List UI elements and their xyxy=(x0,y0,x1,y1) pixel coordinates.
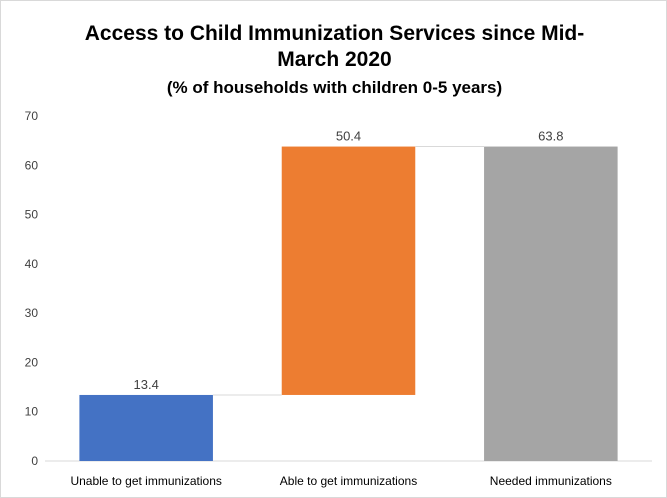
data-label: 63.8 xyxy=(538,129,563,144)
y-tick-label: 70 xyxy=(25,109,39,123)
y-tick-label: 0 xyxy=(31,454,38,468)
bar-3 xyxy=(484,146,618,462)
y-tick-label: 40 xyxy=(25,257,39,271)
y-tick-label: 20 xyxy=(25,355,39,369)
x-category-label: Needed immunizations xyxy=(490,474,612,488)
bar-1 xyxy=(79,394,213,461)
y-tick-label: 60 xyxy=(25,158,39,172)
y-tick-label: 10 xyxy=(25,405,39,419)
y-tick-label: 30 xyxy=(25,306,39,320)
chart-title-line1: Access to Child Immunization Services si… xyxy=(84,22,585,45)
chart-title-line2: March 2020 xyxy=(277,48,392,71)
data-label: 13.4 xyxy=(134,377,159,392)
bar-2 xyxy=(281,146,416,395)
x-category-label: Able to get immunizations xyxy=(280,474,417,488)
chart-subtitle: (% of households with children 0-5 years… xyxy=(166,78,503,97)
y-tick-label: 50 xyxy=(25,208,39,222)
x-category-label: Unable to get immunizations xyxy=(70,474,221,488)
data-label: 50.4 xyxy=(336,129,361,144)
